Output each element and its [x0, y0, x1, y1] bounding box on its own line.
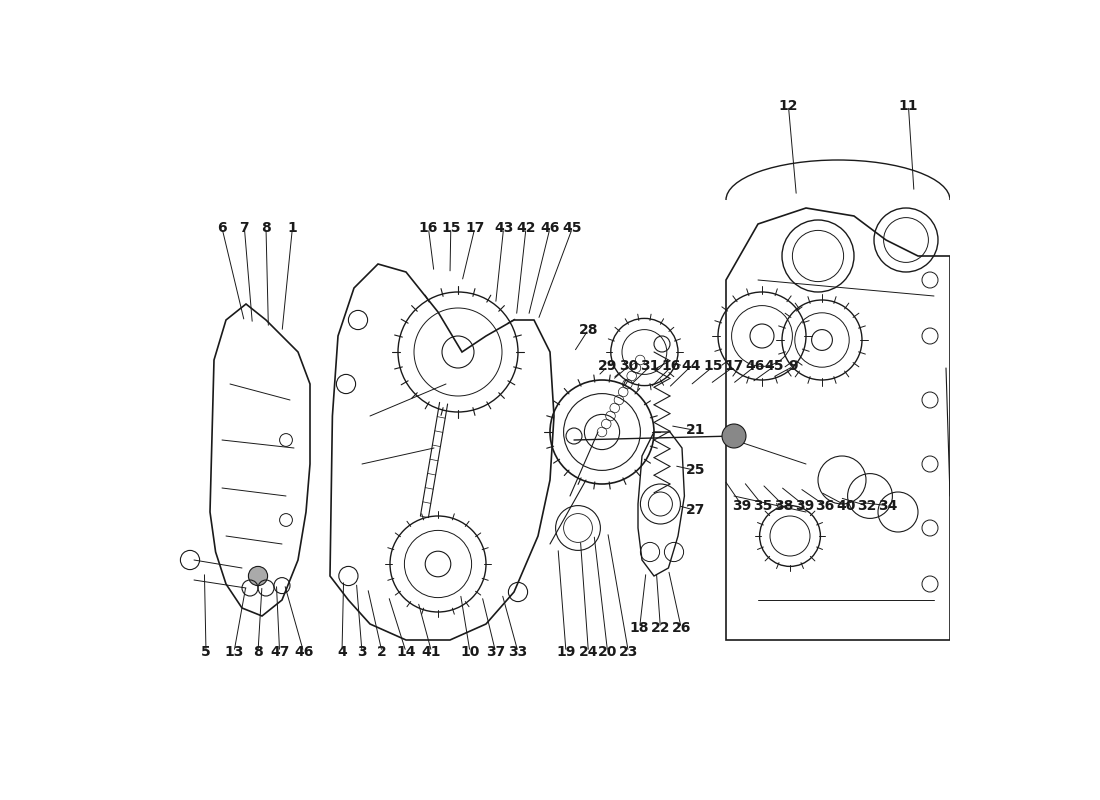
Text: 20: 20 — [598, 645, 617, 659]
Text: 40: 40 — [836, 498, 856, 513]
Circle shape — [249, 566, 267, 586]
Text: 31: 31 — [640, 359, 660, 374]
Text: 15: 15 — [441, 221, 461, 235]
Text: 16: 16 — [662, 359, 681, 374]
Text: 17: 17 — [724, 359, 744, 374]
Text: 8: 8 — [253, 645, 263, 659]
Text: 32: 32 — [857, 498, 877, 513]
Circle shape — [722, 424, 746, 448]
Text: 9: 9 — [789, 359, 797, 374]
Text: 39: 39 — [795, 498, 814, 513]
Text: 37: 37 — [486, 645, 505, 659]
Text: 27: 27 — [686, 503, 705, 518]
Text: 6: 6 — [217, 221, 227, 235]
Text: 8: 8 — [261, 221, 271, 235]
Text: 28: 28 — [579, 322, 598, 337]
Text: 12: 12 — [779, 98, 799, 113]
Text: 45: 45 — [563, 221, 582, 235]
Text: 15: 15 — [704, 359, 723, 374]
Text: 33: 33 — [508, 645, 528, 659]
Text: 38: 38 — [774, 498, 793, 513]
Text: 41: 41 — [421, 645, 441, 659]
Text: 24: 24 — [579, 645, 598, 659]
Text: 23: 23 — [618, 645, 638, 659]
Text: 22: 22 — [651, 621, 670, 635]
Text: 11: 11 — [899, 98, 918, 113]
Text: 3: 3 — [358, 645, 366, 659]
Text: 21: 21 — [686, 423, 705, 438]
Text: 16: 16 — [419, 221, 438, 235]
Text: 35: 35 — [754, 498, 772, 513]
Text: 39: 39 — [733, 498, 751, 513]
Text: 1: 1 — [287, 221, 297, 235]
Text: 29: 29 — [598, 359, 617, 374]
Text: 30: 30 — [619, 359, 638, 374]
Text: 5: 5 — [201, 645, 211, 659]
Text: 7: 7 — [240, 221, 250, 235]
Text: 45: 45 — [764, 359, 783, 374]
Text: 46: 46 — [540, 221, 560, 235]
Text: 43: 43 — [494, 221, 514, 235]
Text: 46: 46 — [294, 645, 313, 659]
Text: 25: 25 — [686, 463, 705, 478]
Text: 46: 46 — [745, 359, 764, 374]
Text: 26: 26 — [671, 621, 691, 635]
Text: 14: 14 — [396, 645, 416, 659]
Text: 10: 10 — [460, 645, 480, 659]
Text: 36: 36 — [815, 498, 835, 513]
Text: 34: 34 — [878, 498, 898, 513]
Text: 47: 47 — [270, 645, 289, 659]
Text: 18: 18 — [630, 621, 649, 635]
Text: 19: 19 — [557, 645, 575, 659]
Text: 4: 4 — [337, 645, 346, 659]
Text: 17: 17 — [465, 221, 484, 235]
Text: 13: 13 — [224, 645, 244, 659]
Text: 2: 2 — [377, 645, 387, 659]
Text: 44: 44 — [681, 359, 701, 374]
Text: 42: 42 — [516, 221, 536, 235]
